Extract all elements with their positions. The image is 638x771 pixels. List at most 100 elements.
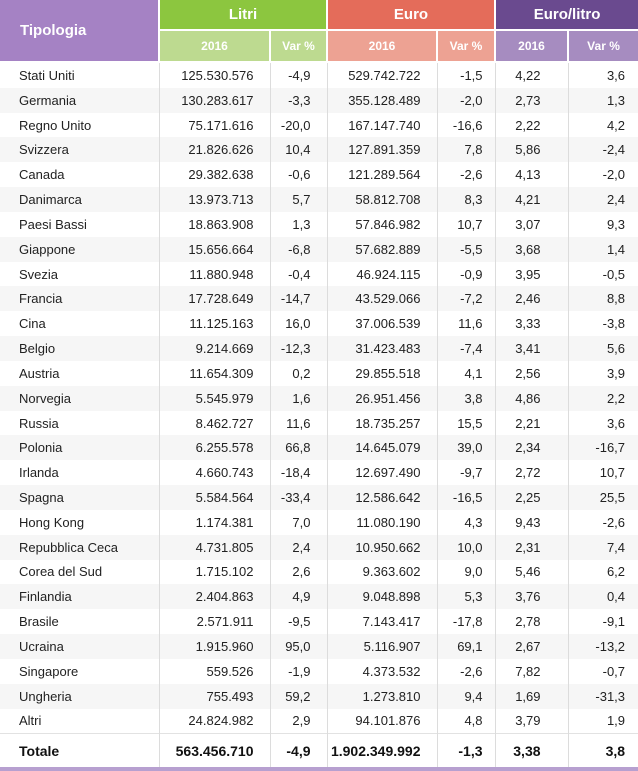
cell-litri-2016: 125.530.576 [158, 62, 270, 88]
cell-litri-2016: 29.382.638 [158, 162, 270, 188]
table-row: Giappone 15.656.664 -6,8 57.682.889 -5,5 3,68… [0, 236, 638, 262]
cell-litri-2016: 8.462.727 [158, 410, 270, 436]
cell-euro-2016: 9.363.602 [326, 559, 437, 585]
cell-euro-litro-var: 3,6 [567, 410, 638, 436]
cell-euro-litro-var: 1,3 [567, 87, 638, 113]
cell-country: Repubblica Ceca [0, 534, 159, 560]
cell-euro-litro-2016: 3,79 [494, 708, 569, 734]
table-row: Spagna 5.584.564 -33,4 12.586.642 -16,5 2,25 2… [0, 485, 638, 510]
cell-euro-2016: 12.586.642 [326, 485, 437, 510]
cell-euro-2016: 14.645.079 [326, 435, 437, 461]
cell-litri-var: -12,3 [269, 336, 327, 361]
cell-euro-litro-2016: 2,22 [494, 112, 569, 138]
table-row: Germania 130.283.617 -3,3 355.128.489 -2,0 2,… [0, 87, 638, 113]
cell-euro-2016: 58.812.708 [326, 187, 437, 212]
cell-litri-var: 16,0 [269, 311, 327, 337]
cell-country: Ungheria [0, 683, 159, 709]
cell-euro-2016: 9.048.898 [326, 584, 437, 610]
cell-euro-var: -1,5 [436, 62, 496, 88]
cell-euro-litro-2016: 3,41 [494, 336, 569, 361]
cell-litri-2016: 130.283.617 [158, 87, 270, 113]
table-row: Belgio 9.214.669 -12,3 31.423.483 -7,4 3,41 5,… [0, 336, 638, 361]
cell-euro-2016: 37.006.539 [326, 311, 437, 337]
cell-country: Germania [0, 87, 159, 113]
cell-euro-litro-2016: 4,86 [494, 385, 569, 411]
bottom-divider [0, 767, 638, 771]
cell-euro-2016: 26.951.456 [326, 385, 437, 411]
cell-litri-var: 95,0 [269, 634, 327, 659]
total-litri-var: -4,9 [269, 733, 327, 768]
cell-euro-var: 11,6 [436, 311, 496, 337]
cell-litri-var: -4,9 [269, 62, 327, 88]
cell-country: Austria [0, 360, 159, 386]
cell-euro-var: -2,0 [436, 87, 496, 113]
header-group-euro-litro: Euro/litro [494, 0, 638, 31]
total-litri-2016: 563.456.710 [158, 733, 270, 768]
subheader-euro-2016: 2016 [326, 30, 437, 63]
cell-country: Canada [0, 162, 159, 188]
cell-litri-2016: 1.915.960 [158, 634, 270, 659]
cell-euro-litro-2016: 4,21 [494, 187, 569, 212]
cell-litri-var: 10,4 [269, 137, 327, 163]
table-row: Singapore 559.526 -1,9 4.373.532 -2,6 7,82 -0,… [0, 658, 638, 684]
cell-euro-var: -7,4 [436, 336, 496, 361]
cell-euro-2016: 12.697.490 [326, 460, 437, 486]
cell-euro-2016: 94.101.876 [326, 708, 437, 734]
total-euro-litro-2016: 3,38 [494, 733, 569, 768]
cell-euro-litro-var: -0,5 [567, 261, 638, 287]
table-row: Austria 11.654.309 0,2 29.855.518 4,1 2,56 3,9 [0, 360, 638, 386]
cell-euro-litro-2016: 5,46 [494, 559, 569, 585]
cell-litri-var: 66,8 [269, 435, 327, 461]
cell-litri-2016: 24.824.982 [158, 708, 270, 734]
cell-country: Svezia [0, 261, 159, 287]
total-euro-litro-var: 3,8 [567, 733, 638, 768]
cell-euro-litro-2016: 2,31 [494, 534, 569, 560]
cell-euro-litro-2016: 2,73 [494, 87, 569, 113]
cell-euro-litro-2016: 3,33 [494, 311, 569, 337]
cell-euro-litro-var: 1,9 [567, 708, 638, 734]
cell-litri-2016: 18.863.908 [158, 211, 270, 237]
cell-euro-var: 8,3 [436, 187, 496, 212]
table-row: Norvegia 5.545.979 1,6 26.951.456 3,8 4,86 2,2 [0, 385, 638, 411]
cell-euro-litro-2016: 1,69 [494, 683, 569, 709]
cell-litri-2016: 1.715.102 [158, 559, 270, 585]
cell-litri-var: 0,2 [269, 360, 327, 386]
cell-euro-2016: 57.846.982 [326, 211, 437, 237]
cell-country: Giappone [0, 236, 159, 262]
cell-euro-2016: 46.924.115 [326, 261, 437, 287]
cell-litri-var: 1,6 [269, 385, 327, 411]
cell-country: Danimarca [0, 187, 159, 212]
cell-litri-2016: 21.826.626 [158, 137, 270, 163]
cell-litri-var: -6,8 [269, 236, 327, 262]
cell-country: Francia [0, 286, 159, 312]
table-row: Svizzera 21.826.626 10,4 127.891.359 7,8 5,86… [0, 137, 638, 163]
cell-euro-litro-2016: 7,82 [494, 658, 569, 684]
cell-euro-2016: 4.373.532 [326, 658, 437, 684]
table-row: Finlandia 2.404.863 4,9 9.048.898 5,3 3,76 0,4 [0, 584, 638, 610]
table-body: Stati Uniti 125.530.576 -4,9 529.742.722 -1,… [0, 62, 638, 734]
subheader-litri-var: Var % [269, 30, 327, 63]
cell-euro-litro-2016: 2,67 [494, 634, 569, 659]
cell-euro-litro-var: 2,2 [567, 385, 638, 411]
table-row: Corea del Sud 1.715.102 2,6 9.363.602 9,0 5,4… [0, 559, 638, 585]
cell-euro-litro-var: 0,4 [567, 584, 638, 610]
cell-euro-2016: 355.128.489 [326, 87, 437, 113]
cell-euro-litro-var: 2,4 [567, 187, 638, 212]
cell-country: Altri [0, 708, 159, 734]
cell-euro-litro-var: -2,6 [567, 509, 638, 535]
cell-litri-var: 4,9 [269, 584, 327, 610]
table-row: Regno Unito 75.171.616 -20,0 167.147.740 -16… [0, 112, 638, 138]
cell-litri-var: -3,3 [269, 87, 327, 113]
cell-country: Svizzera [0, 137, 159, 163]
cell-euro-litro-var: 3,6 [567, 62, 638, 88]
cell-euro-var: 10,0 [436, 534, 496, 560]
cell-euro-litro-var: 4,2 [567, 112, 638, 138]
cell-euro-litro-var: 1,4 [567, 236, 638, 262]
cell-euro-var: 15,5 [436, 410, 496, 436]
cell-litri-var: 59,2 [269, 683, 327, 709]
cell-country: Finlandia [0, 584, 159, 610]
cell-country: Brasile [0, 609, 159, 635]
cell-litri-2016: 5.584.564 [158, 485, 270, 510]
cell-euro-litro-var: 5,6 [567, 336, 638, 361]
